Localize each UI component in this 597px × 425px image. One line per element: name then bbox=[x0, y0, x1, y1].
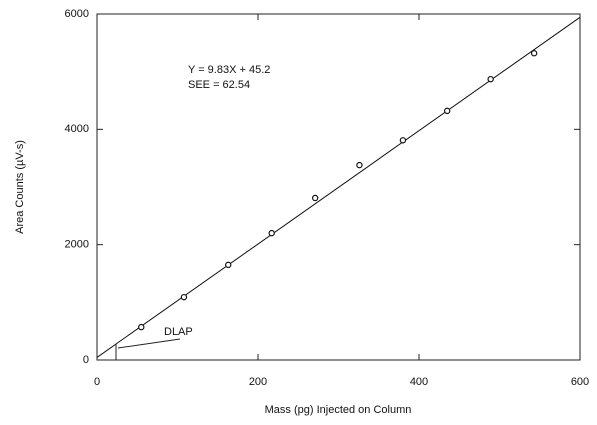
y-tick-label: 4000 bbox=[65, 123, 89, 135]
x-tick-label: 0 bbox=[94, 376, 100, 388]
point bbox=[443, 107, 451, 115]
point bbox=[487, 75, 494, 83]
y-tick-label: 2000 bbox=[65, 239, 89, 251]
y-tick-label: 6000 bbox=[65, 8, 89, 20]
x-tick-label: 400 bbox=[410, 376, 428, 388]
point bbox=[180, 293, 188, 301]
x-tick-label: 600 bbox=[571, 376, 589, 388]
point bbox=[138, 323, 145, 331]
see: SEE = 62.54 bbox=[188, 79, 250, 91]
point bbox=[311, 194, 319, 202]
fit-line bbox=[96, 16, 581, 358]
annotation-pointer bbox=[117, 338, 181, 349]
point bbox=[530, 50, 538, 57]
x-axis-label: Mass (pg) Injected on Column bbox=[265, 404, 412, 416]
equation: Y = 9.83X + 45.2 bbox=[188, 64, 270, 76]
annotation: DLAP bbox=[164, 326, 193, 338]
x-tick-label: 200 bbox=[249, 376, 267, 388]
plot-frame bbox=[96, 13, 581, 361]
y-tick-label: 0 bbox=[83, 354, 89, 366]
point bbox=[399, 137, 407, 144]
point bbox=[268, 229, 275, 237]
point bbox=[356, 161, 363, 169]
point bbox=[225, 261, 232, 269]
y-axis-label: Area Counts (µV-s) bbox=[14, 140, 26, 234]
